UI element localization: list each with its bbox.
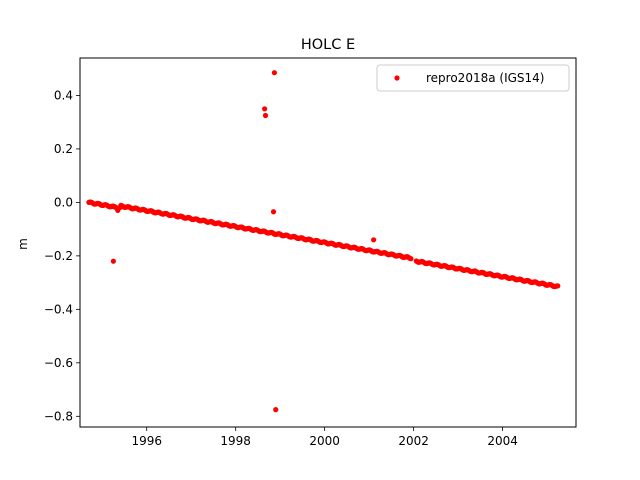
y-axis-label: m xyxy=(16,238,30,250)
data-point xyxy=(408,256,414,262)
data-point xyxy=(555,283,561,289)
x-tick-label: 1998 xyxy=(220,434,251,448)
data-point xyxy=(262,106,268,112)
legend: repro2018a (IGS14) xyxy=(376,64,570,92)
x-tick-label: 2000 xyxy=(309,434,340,448)
y-tick-label: 0.4 xyxy=(54,88,73,102)
data-point xyxy=(273,407,279,413)
data-points xyxy=(86,70,561,413)
data-point xyxy=(371,249,378,255)
legend-label: repro2018a (IGS14) xyxy=(426,71,544,85)
y-tick-label: −0.4 xyxy=(44,302,73,316)
data-point xyxy=(115,207,121,214)
chart-title: HOLC E xyxy=(301,37,355,53)
x-axis-ticks: 1996 1998 2000 2002 2004 xyxy=(131,427,518,448)
y-tick-label: −0.8 xyxy=(44,409,73,423)
y-tick-label: −0.2 xyxy=(44,249,73,263)
y-axis-ticks: 0.4 0.2 0.0 −0.2 −0.4 −0.6 −0.8 xyxy=(44,88,80,423)
x-tick-label: 2002 xyxy=(398,434,429,448)
x-tick-label: 2004 xyxy=(487,434,518,448)
legend-box xyxy=(376,64,570,92)
y-tick-label: −0.6 xyxy=(44,356,73,370)
y-tick-label: 0.2 xyxy=(54,142,73,156)
y-tick-label: 0.0 xyxy=(54,195,73,209)
data-point xyxy=(371,237,377,243)
data-point xyxy=(110,258,116,264)
x-tick-label: 1996 xyxy=(131,434,162,448)
legend-marker xyxy=(394,75,400,81)
data-point xyxy=(262,112,269,119)
data-point xyxy=(270,209,277,215)
plot-frame xyxy=(79,57,577,428)
data-point xyxy=(271,70,277,76)
